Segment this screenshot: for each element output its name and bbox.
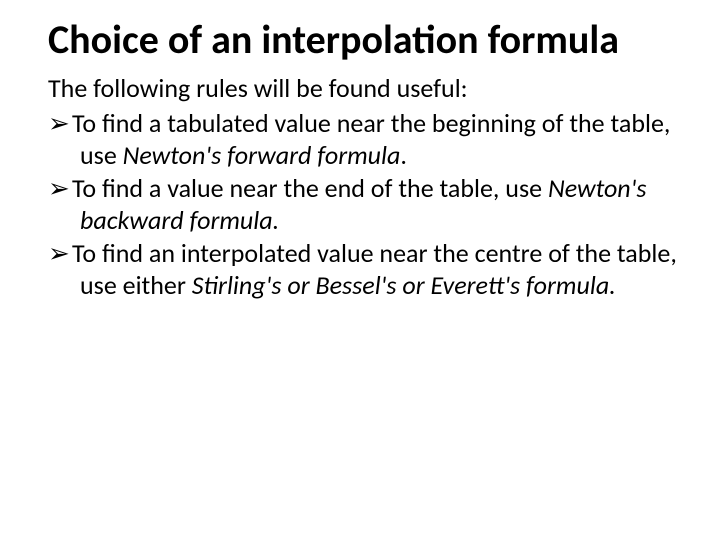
bullet-ital: Stirling's or Bessel's or Everett's form… (192, 269, 616, 301)
bullet-list: ➢To find a tabulated value near the begi… (48, 107, 680, 302)
list-item: ➢To find a tabulated value near the begi… (48, 107, 680, 172)
bullet-pre: To find a value near the end of the tabl… (72, 172, 548, 204)
list-item: ➢To find an interpolated value near the … (48, 237, 680, 302)
bullet-post: . (400, 139, 407, 171)
bullet-ital: Newton's forward formula (123, 139, 401, 171)
slide: Choice of an interpolation formula The f… (0, 0, 720, 540)
intro-text: The following rules will be found useful… (48, 72, 680, 105)
list-item: ➢To find a value near the end of the tab… (48, 172, 680, 237)
slide-title: Choice of an interpolation formula (48, 18, 680, 62)
arrow-icon: ➢ (48, 237, 72, 270)
arrow-icon: ➢ (48, 107, 72, 140)
arrow-icon: ➢ (48, 172, 72, 205)
